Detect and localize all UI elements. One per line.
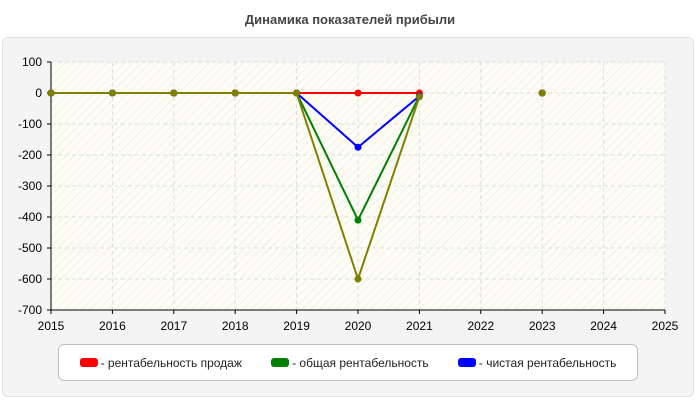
x-tick-label: 2015 bbox=[38, 319, 65, 333]
legend-item-sales[interactable]: - рентабельность продаж bbox=[79, 355, 242, 370]
x-tick-label: 2021 bbox=[406, 319, 433, 333]
y-tick-label: -100 bbox=[18, 117, 42, 131]
x-tick-label: 2020 bbox=[345, 319, 372, 333]
data-point-2-5 bbox=[354, 143, 362, 151]
y-tick-label: -500 bbox=[18, 241, 42, 255]
y-tick-label: -700 bbox=[18, 303, 42, 317]
x-tick-label: 2018 bbox=[222, 319, 249, 333]
legend-label-net: - чистая рентабельность bbox=[478, 355, 617, 370]
x-tick-label: 2019 bbox=[283, 319, 310, 333]
axes bbox=[47, 61, 666, 314]
chart-title: Динамика показателей прибыли bbox=[244, 12, 456, 27]
legend-swatch-net bbox=[457, 358, 476, 367]
x-axis-ticks: 2015 2016 2017 2018 2019 2020 2021 2022 2023 2024… bbox=[38, 319, 679, 333]
legend-swatch-sales bbox=[79, 358, 98, 367]
series-group bbox=[47, 89, 546, 283]
x-tick-label: 2025 bbox=[652, 319, 679, 333]
data-point-1-5 bbox=[354, 216, 362, 224]
x-tick-label: 2024 bbox=[590, 319, 617, 333]
y-axis-ticks: 100 0 -100 -200 -300 -400 -500 -600 -700 bbox=[18, 55, 42, 317]
x-tick-label: 2016 bbox=[99, 319, 126, 333]
y-tick-label: -200 bbox=[18, 148, 42, 162]
y-tick-label: 0 bbox=[35, 86, 42, 100]
y-tick-label: -400 bbox=[18, 210, 42, 224]
data-point-0-5 bbox=[354, 89, 362, 97]
legend-item-overall[interactable]: - общая рентабельность bbox=[271, 356, 429, 370]
data-point-3-0 bbox=[47, 89, 55, 97]
legend-label-sales: - рентабельность продаж bbox=[100, 355, 242, 370]
data-point-3-7 bbox=[538, 89, 546, 97]
data-point-3-5 bbox=[354, 275, 362, 283]
data-point-3-3 bbox=[231, 89, 239, 97]
x-tick-label: 2023 bbox=[529, 319, 556, 333]
data-point-3-6 bbox=[415, 93, 423, 101]
legend-item-net[interactable]: - чистая рентабельность bbox=[457, 355, 617, 370]
legend-label-overall: - общая рентабельность bbox=[292, 355, 429, 370]
grid-lines bbox=[51, 61, 666, 310]
legend: - рентабельность продаж - общая рентабел… bbox=[58, 344, 638, 381]
y-tick-label: -600 bbox=[18, 272, 42, 286]
y-tick-label: -300 bbox=[18, 179, 42, 193]
x-tick-label: 2022 bbox=[467, 319, 494, 333]
series-3 bbox=[47, 89, 546, 283]
y-tick-label: 100 bbox=[22, 55, 42, 69]
data-point-3-1 bbox=[108, 89, 116, 97]
legend-swatch-overall bbox=[271, 358, 290, 367]
data-point-3-2 bbox=[170, 89, 178, 97]
data-point-3-4 bbox=[293, 89, 301, 97]
x-tick-label: 2017 bbox=[160, 319, 187, 333]
